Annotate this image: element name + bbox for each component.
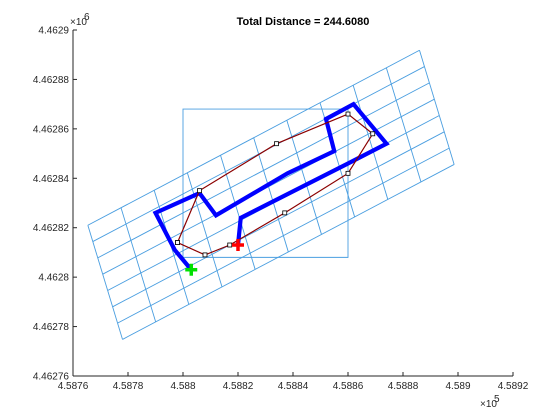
y-tick-label: 4.46282 [33,223,70,234]
x-tick-label: 4.5876 [58,381,89,392]
grid-line-b [286,120,322,235]
grid-line-b [253,137,289,253]
x-tick-label: 4.5884 [278,381,309,392]
path-point [202,252,208,258]
y-tick-label: 4.46288 [33,75,70,86]
y-tick-label: 4.46284 [33,174,70,185]
y-exponent-base: ×10 [70,17,87,28]
x-exponent-power: 5 [494,394,500,405]
y-tick-label: 4.46276 [33,372,70,383]
plot-area: 4.5876 4.5878 4.588 4.5882 4.5884 4.5886 4.588… [33,26,529,393]
x-tick-label: 4.5878 [113,381,144,392]
x-tick-label: 4.5882 [223,381,254,392]
y-tick-label: 4.4628 [38,273,69,284]
grid-line-b [186,172,223,288]
path-point [274,141,279,147]
path-point [370,131,376,137]
y-exponent: ×10 6 [70,12,90,28]
path-point [345,170,351,176]
grid-line-b [120,207,157,323]
route-series-line [152,101,390,272]
y-tick-label: 4.46278 [33,322,70,333]
path-point [345,111,351,117]
x-tick-label: 4.589 [445,381,470,392]
y-tick-label: 4.46286 [33,124,70,135]
y-exponent-power: 6 [84,12,90,23]
x-tick-label: 4.588 [170,381,195,392]
chart-title: Total Distance = 244.6080 [237,16,370,28]
grid-line-b [87,225,123,340]
path-point [227,242,233,248]
x-tick-label: 4.5888 [388,381,419,392]
path-series-line [176,113,374,256]
grid-line-b [385,67,422,183]
x-exponent: ×10 5 [480,394,500,410]
x-tick-label: 4.5886 [333,381,364,392]
grid-line-b [352,85,389,200]
path-point [197,188,202,194]
x-tick-label: 4.5892 [498,381,529,392]
x-exponent-base: ×10 [480,399,497,410]
path-point [175,240,180,245]
grid-line-b [419,50,455,165]
path-point [282,210,288,216]
y-tick-label: 4.4629 [38,26,69,37]
